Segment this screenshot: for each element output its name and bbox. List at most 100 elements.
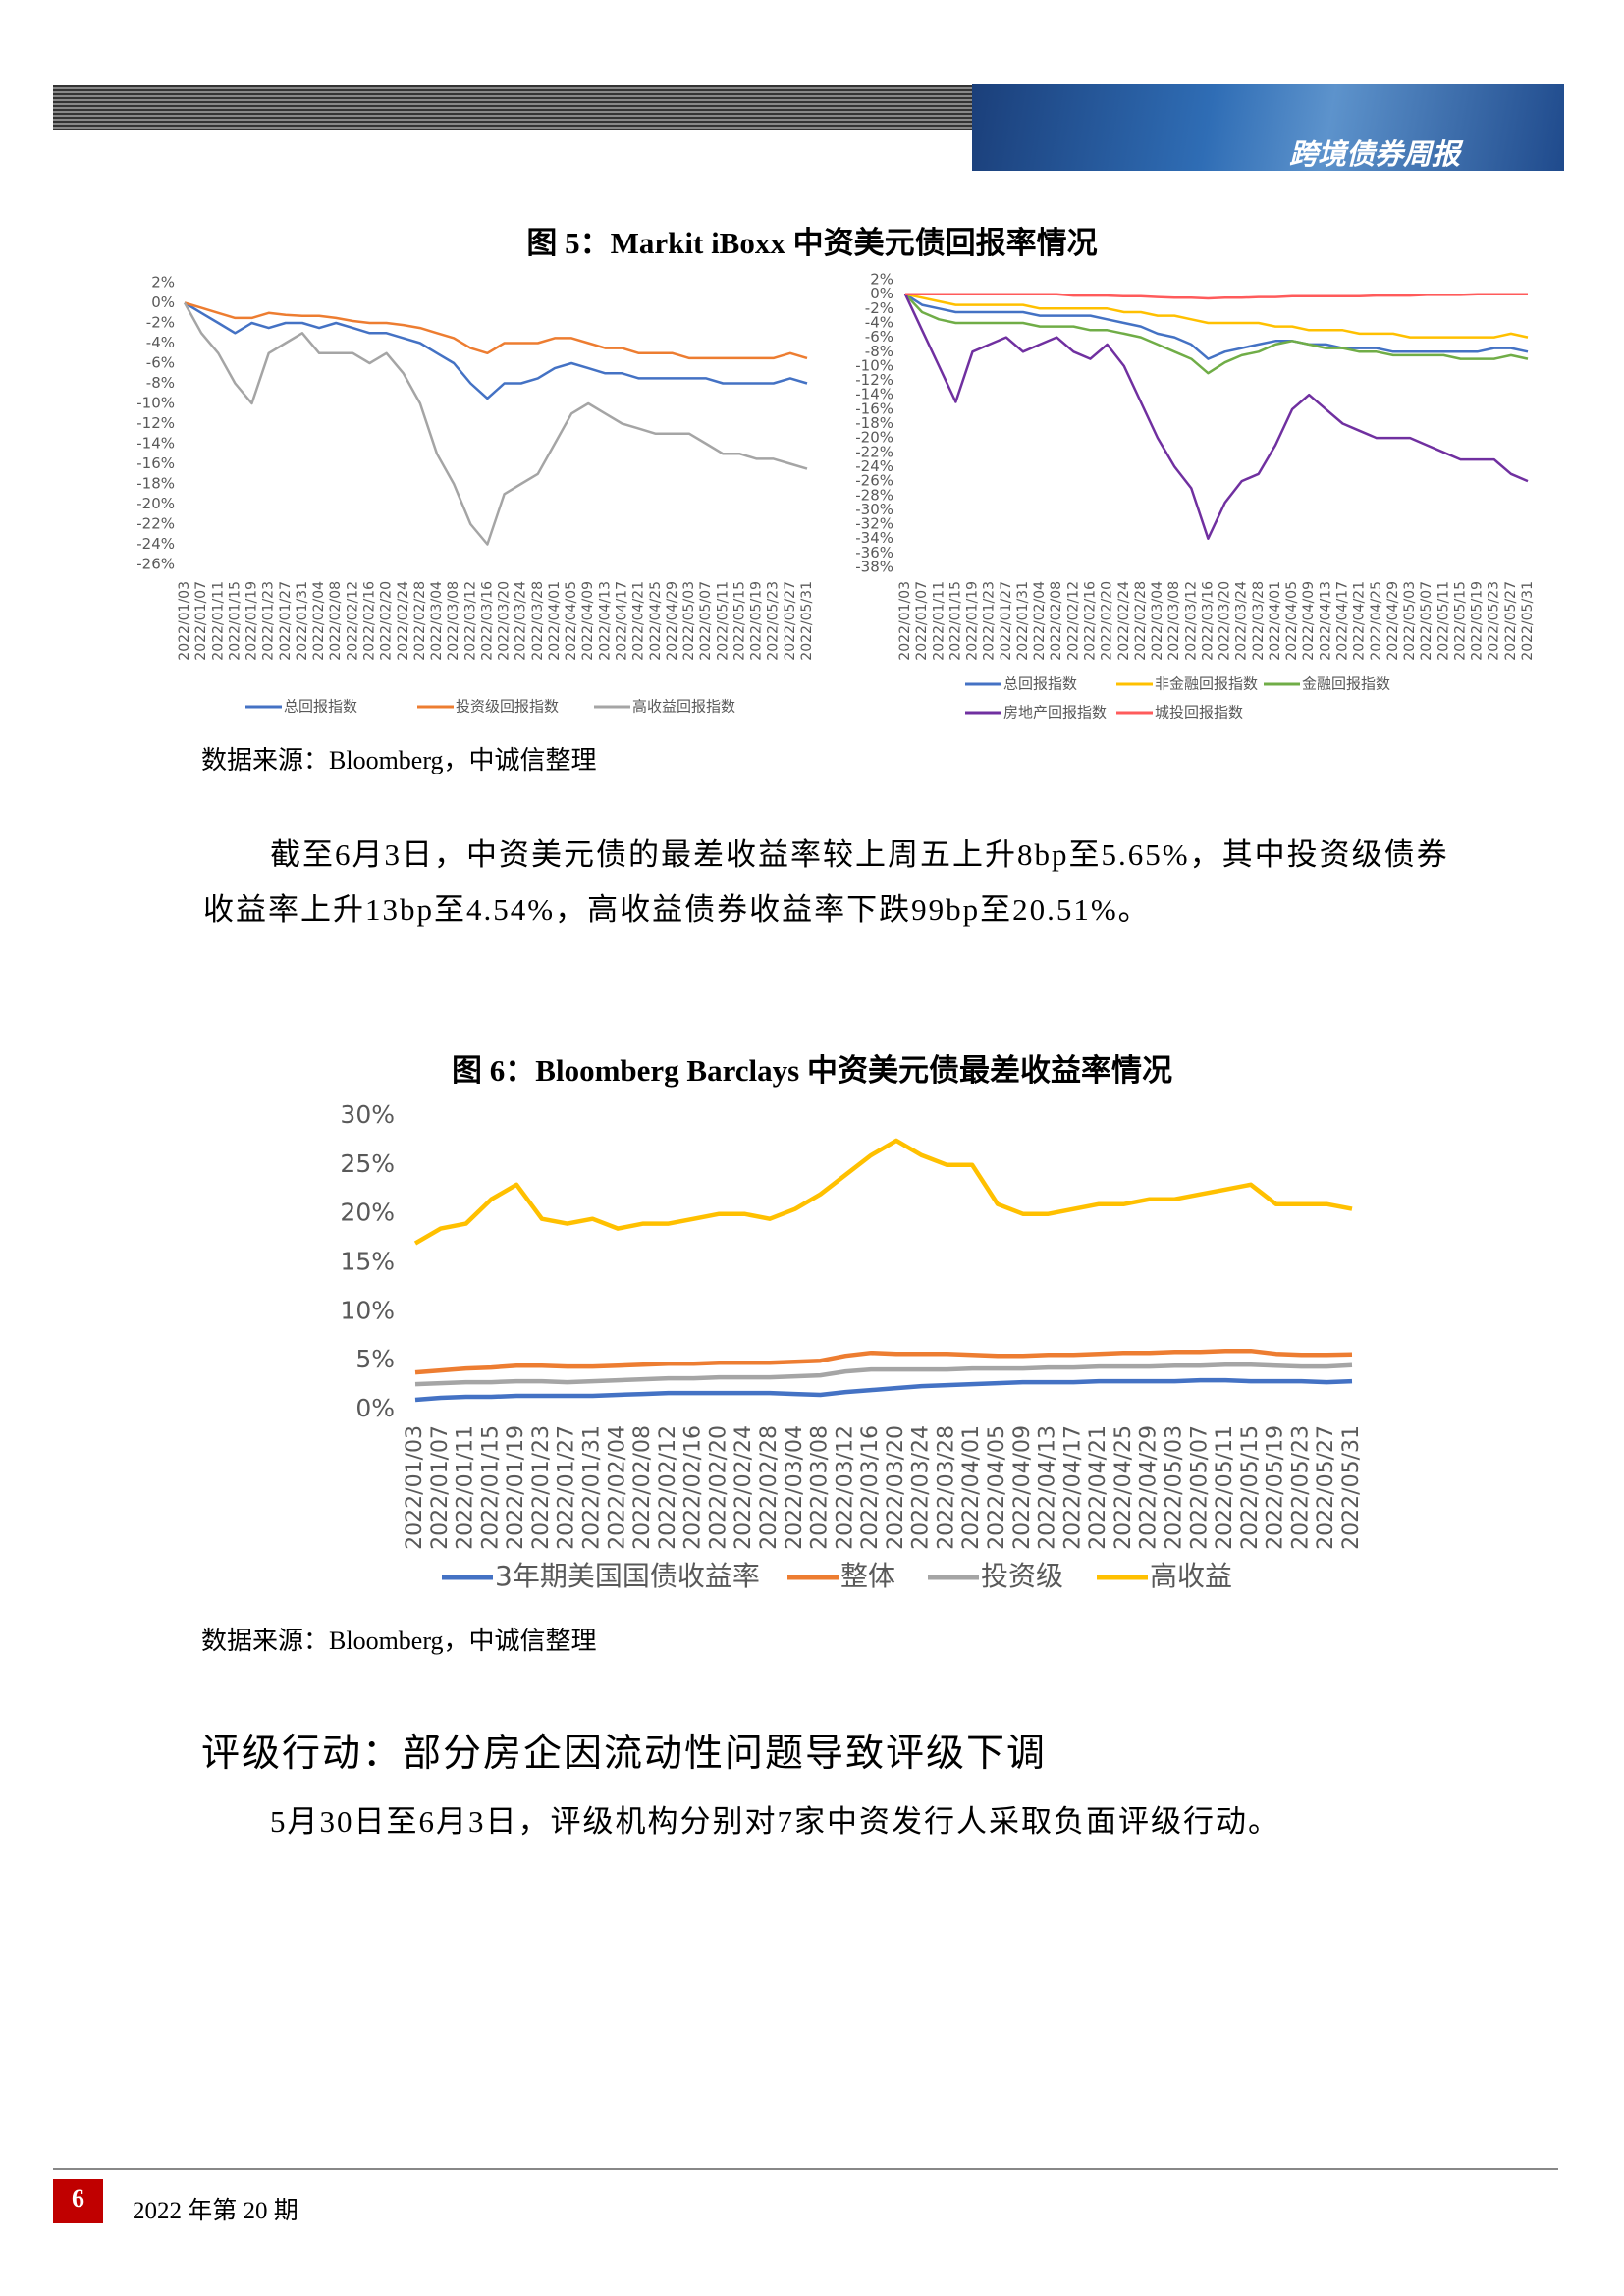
x-tick-label: 2022/05/11 — [1213, 1425, 1237, 1550]
x-tick-label: 2022/04/21 — [1352, 581, 1368, 661]
x-tick-label: 2022/02/04 — [1032, 581, 1048, 661]
x-tick-label: 2022/04/21 — [631, 581, 647, 661]
y-tick-label: 15% — [340, 1248, 395, 1276]
x-tick-label: 2022/05/15 — [1238, 1425, 1263, 1550]
x-tick-label: 2022/04/01 — [547, 581, 563, 661]
y-tick-label: -4% — [146, 334, 175, 351]
x-tick-label: 2022/05/07 — [698, 581, 714, 661]
x-tick-label: 2022/03/28 — [934, 1425, 958, 1550]
x-tick-label: 2022/01/19 — [965, 581, 981, 661]
x-tick-label: 2022/01/27 — [999, 581, 1014, 661]
series-line — [184, 301, 808, 400]
x-tick-label: 2022/02/08 — [328, 581, 344, 661]
x-tick-label: 2022/01/07 — [914, 581, 930, 661]
y-tick-label: 0% — [870, 285, 893, 302]
x-tick-label: 2022/02/20 — [706, 1425, 731, 1550]
header-title: 跨境债券周报 — [1289, 137, 1461, 171]
x-tick-label: 2022/03/04 — [429, 581, 445, 661]
series-line — [414, 1348, 1353, 1375]
legend-label: 房地产回报指数 — [1003, 704, 1107, 721]
x-tick-label: 2022/02/12 — [656, 1425, 680, 1550]
x-tick-label: 2022/04/21 — [1086, 1425, 1110, 1550]
x-tick-label: 2022/03/08 — [446, 581, 461, 661]
x-tick-label: 2022/02/24 — [731, 1425, 756, 1550]
x-tick-label: 2022/01/03 — [403, 1425, 427, 1550]
x-tick-label: 2022/03/12 — [1183, 581, 1199, 661]
series-line — [904, 293, 1529, 375]
x-tick-label: 2022/05/23 — [1288, 1425, 1313, 1550]
y-tick-label: 0% — [151, 294, 175, 311]
x-tick-label: 2022/03/16 — [1200, 581, 1216, 661]
y-tick-label: -12% — [855, 371, 893, 389]
x-tick-label: 2022/01/31 — [579, 1425, 604, 1550]
x-tick-label: 2022/05/27 — [1503, 581, 1519, 661]
x-tick-label: 2022/02/16 — [681, 1425, 706, 1550]
legend-label: 高收益回报指数 — [632, 698, 735, 716]
x-tick-label: 2022/01/23 — [982, 581, 998, 661]
x-tick-label: 2022/04/05 — [1284, 581, 1300, 661]
y-tick-label: 2% — [151, 274, 175, 292]
x-tick-label: 2022/05/11 — [715, 581, 731, 661]
x-tick-label: 2022/05/23 — [766, 581, 782, 661]
legend-label: 总回报指数 — [1003, 675, 1077, 693]
paragraph: 5月30日至6月3日，评级机构分别对7家中资发行人采取负面评级行动。 — [270, 1804, 1280, 1839]
x-tick-label: 2022/04/01 — [1268, 581, 1283, 661]
y-tick-label: 20% — [340, 1199, 395, 1227]
x-tick-label: 2022/01/07 — [428, 1425, 453, 1550]
x-tick-label: 2022/01/23 — [529, 1425, 554, 1550]
y-tick-label: -10% — [136, 395, 175, 412]
figure-title: 图 5：Markit iBoxx 中资美元债回报率情况 — [526, 226, 1098, 260]
x-tick-label: 2022/03/20 — [497, 581, 513, 661]
x-tick-label: 2022/01/07 — [193, 581, 209, 661]
y-tick-label: -16% — [855, 400, 893, 417]
x-tick-label: 2022/03/08 — [808, 1425, 833, 1550]
x-tick-label: 2022/04/05 — [564, 581, 579, 661]
x-tick-label: 2022/01/23 — [261, 581, 277, 661]
legend-label: 金融回报指数 — [1302, 675, 1390, 693]
footer-rule — [53, 2168, 1558, 2170]
y-tick-label: -24% — [136, 535, 175, 553]
x-tick-label: 2022/01/03 — [177, 581, 192, 661]
y-tick-label: -18% — [855, 414, 893, 432]
y-tick-label: -36% — [855, 544, 893, 561]
y-tick-label: -4% — [865, 313, 893, 331]
x-tick-label: 2022/01/19 — [504, 1425, 528, 1550]
source-note: 数据来源：Bloomberg，中诚信整理 — [201, 746, 597, 774]
x-tick-label: 2022/02/24 — [396, 581, 411, 661]
x-tick-label: 2022/03/24 — [514, 581, 529, 661]
y-tick-label: -22% — [136, 515, 175, 533]
y-tick-label: 5% — [355, 1345, 395, 1373]
x-tick-label: 2022/03/12 — [833, 1425, 857, 1550]
page-number: 6 — [53, 2179, 103, 2223]
series-line — [413, 1138, 1353, 1246]
x-tick-label: 2022/03/20 — [884, 1425, 908, 1550]
y-tick-label: -10% — [855, 356, 893, 374]
x-tick-label: 2022/01/11 — [931, 581, 947, 661]
y-tick-label: -18% — [136, 475, 175, 493]
x-tick-label: 2022/02/28 — [1133, 581, 1149, 661]
series-line — [903, 294, 1529, 540]
x-tick-label: 2022/04/25 — [1369, 581, 1384, 661]
legend-label: 总回报指数 — [284, 698, 357, 716]
x-tick-label: 2022/05/27 — [783, 581, 798, 661]
y-tick-label: -8% — [865, 343, 893, 360]
footer-issue: 2022 年第 20 期 — [133, 2198, 298, 2224]
x-tick-label: 2022/05/15 — [731, 581, 747, 661]
x-tick-label: 2022/05/11 — [1435, 581, 1451, 661]
x-tick-label: 2022/05/23 — [1487, 581, 1502, 661]
x-tick-label: 2022/05/27 — [1314, 1425, 1338, 1550]
y-tick-label: -12% — [136, 414, 175, 432]
series-line — [904, 293, 1529, 339]
x-tick-label: 2022/05/31 — [1520, 581, 1536, 661]
legend-label: 高收益 — [1150, 1560, 1232, 1592]
x-tick-label: 2022/02/08 — [630, 1425, 655, 1550]
legend-label: 3年期美国国债收益率 — [495, 1560, 760, 1592]
x-tick-label: 2022/02/28 — [757, 1425, 782, 1550]
legend-label: 整体 — [840, 1560, 895, 1592]
y-tick-label: 0% — [355, 1394, 395, 1422]
series-line — [183, 301, 808, 546]
legend-label: 城投回报指数 — [1155, 704, 1243, 721]
x-tick-label: 2022/05/31 — [1339, 1425, 1364, 1550]
